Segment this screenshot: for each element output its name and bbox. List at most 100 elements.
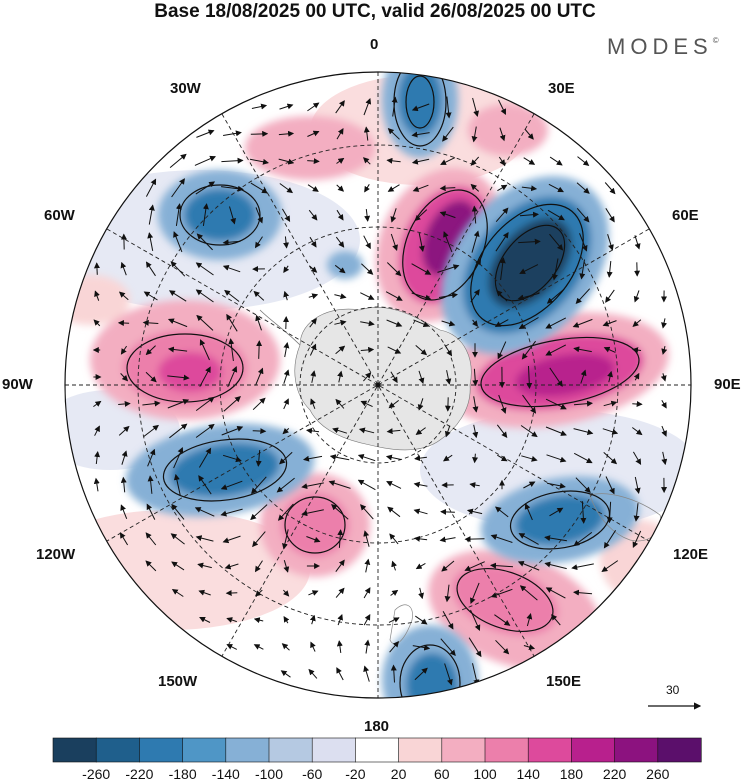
- wind-vector: [360, 346, 375, 353]
- wind-vector: [439, 536, 456, 543]
- wind-vector: [226, 313, 238, 332]
- wind-vector: [633, 503, 640, 522]
- wind-vector: [226, 644, 238, 650]
- modes-logo: MODES©: [607, 34, 719, 60]
- wind-vector: [278, 130, 295, 137]
- wind-vector: [364, 209, 371, 222]
- wind-vector: [495, 639, 510, 655]
- wind-vector: [357, 454, 376, 462]
- wind-vector: [418, 587, 424, 600]
- wind-vector: [390, 233, 398, 251]
- wind-vector: [94, 290, 100, 301]
- wind-vector: [544, 535, 567, 542]
- wind-vector: [334, 293, 347, 300]
- wind-vector: [573, 346, 592, 353]
- colorbar-swatch: [139, 737, 184, 763]
- wind-vector: [303, 455, 323, 462]
- colorbar-tick-label: 140: [516, 766, 540, 782]
- wind-vector: [577, 156, 590, 167]
- wind-vector: [143, 291, 158, 301]
- wind-vector: [336, 667, 344, 681]
- wind-vector: [602, 320, 617, 327]
- wind-vector: [276, 477, 295, 493]
- wind-vector: [279, 451, 293, 465]
- wind-vector: [551, 258, 559, 281]
- colorbar-swatch: [95, 737, 140, 763]
- wind-vector: [413, 319, 430, 327]
- wind-vector: [469, 258, 482, 279]
- wind-vector: [360, 292, 375, 300]
- wind-vector: [444, 663, 453, 686]
- wind-vector: [148, 204, 155, 225]
- wind-vector: [545, 317, 567, 329]
- lon-label-150w: 150W: [158, 673, 198, 690]
- colorbar-tick-label: 20: [390, 766, 407, 782]
- anomaly-field: [65, 72, 691, 698]
- wind-vector: [220, 480, 243, 490]
- wind-vector: [283, 616, 290, 624]
- reference-vector-label: 30: [666, 683, 680, 697]
- wind-vector: [249, 158, 269, 165]
- wind-vector: [443, 231, 453, 253]
- wind-vector: [387, 128, 400, 140]
- wind-vector: [334, 264, 346, 274]
- wind-vector: [228, 338, 235, 361]
- wind-vector: [517, 292, 540, 301]
- wind-vector: [386, 428, 401, 435]
- wind-vector: [444, 344, 453, 357]
- wind-vector: [281, 529, 289, 550]
- wind-vector: [471, 205, 478, 224]
- wind-vector: [498, 99, 506, 115]
- wind-vector: [603, 346, 616, 353]
- wind-vector: [442, 454, 453, 462]
- wind-vector: [606, 501, 613, 524]
- wind-vector: [145, 345, 156, 356]
- wind-vector: [522, 394, 537, 414]
- wind-vector: [282, 427, 290, 435]
- wind-vector: [632, 319, 642, 327]
- wind-vector: [418, 370, 425, 385]
- colorbar-tick-label: -60: [302, 766, 323, 782]
- wind-vector: [524, 503, 533, 521]
- wind-vector: [411, 103, 430, 112]
- wind-vector: [470, 609, 481, 632]
- wind-vector: [518, 533, 539, 545]
- colorbar-swatch: [311, 737, 357, 763]
- wind-vector: [519, 211, 539, 218]
- wind-vector: [603, 400, 618, 407]
- wind-vector: [171, 503, 185, 520]
- lon-label-90w: 90W: [2, 376, 33, 393]
- wind-vector: [499, 257, 506, 280]
- wind-vector: [580, 369, 587, 384]
- wind-vector: [415, 427, 426, 435]
- wind-vectors: [92, 96, 668, 686]
- wind-vector: [301, 509, 324, 517]
- wind-vector: [147, 232, 154, 251]
- wind-vector: [572, 318, 593, 328]
- wind-vector: [254, 589, 263, 597]
- wind-vector: [439, 211, 456, 219]
- lon-label-30w: 30W: [170, 80, 201, 97]
- wind-vector: [169, 423, 188, 439]
- wind-vector: [471, 126, 478, 143]
- colorbar-swatch: [614, 737, 659, 763]
- wind-vector: [198, 589, 211, 596]
- wind-vector: [413, 535, 428, 542]
- wind-vector: [251, 476, 267, 494]
- wind-vector: [517, 560, 540, 571]
- wind-vector: [518, 317, 539, 330]
- wind-vector: [361, 263, 374, 275]
- wind-vector: [388, 400, 400, 409]
- wind-vector: [607, 234, 614, 251]
- wind-vector: [221, 426, 244, 436]
- wind-vector: [546, 288, 565, 304]
- wind-vector: [464, 561, 485, 572]
- wind-vector: [546, 454, 567, 463]
- wind-vector: [575, 288, 591, 305]
- wind-vector: [329, 454, 350, 461]
- wind-vector: [601, 560, 619, 572]
- wind-vector: [309, 318, 317, 328]
- wind-vector: [545, 426, 567, 436]
- wind-vector: [575, 477, 591, 494]
